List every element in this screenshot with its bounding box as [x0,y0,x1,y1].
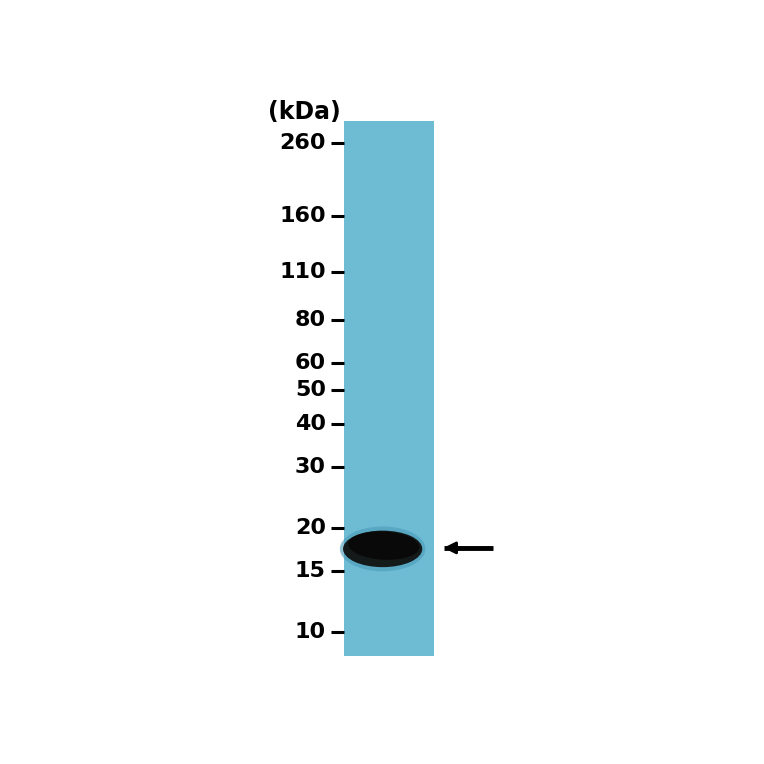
Text: 110: 110 [279,262,325,282]
Text: 15: 15 [295,561,325,581]
Bar [344,121,434,656]
Text: 80: 80 [295,309,325,329]
Text: 40: 40 [295,414,325,434]
Text: (kDa): (kDa) [268,100,341,124]
Ellipse shape [343,531,422,567]
Ellipse shape [348,531,419,560]
Text: 160: 160 [279,206,325,225]
Text: 60: 60 [295,353,325,373]
Text: 260: 260 [280,133,325,153]
Text: 50: 50 [295,380,325,400]
Text: 30: 30 [295,457,325,477]
Text: 20: 20 [295,518,325,538]
Ellipse shape [340,526,426,571]
Text: 10: 10 [295,622,325,642]
